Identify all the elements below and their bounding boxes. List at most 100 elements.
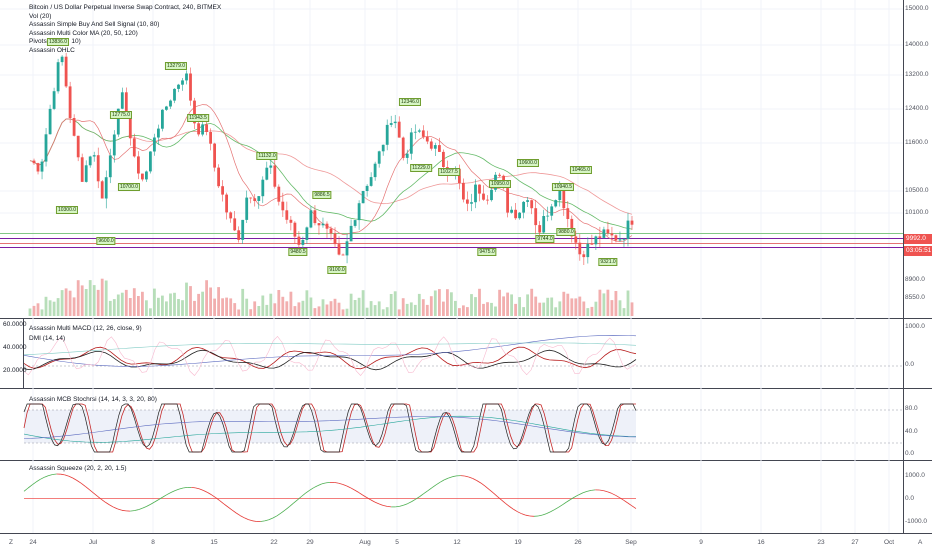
squeeze-segment bbox=[501, 499, 506, 504]
volume-bar bbox=[606, 289, 610, 316]
volume-bar bbox=[389, 294, 393, 316]
candle-body bbox=[241, 219, 245, 240]
indicator-ohlc[interactable]: Assassin OHLC bbox=[29, 46, 75, 54]
volume-bar bbox=[229, 298, 233, 316]
indicator-buy-sell-signal[interactable]: Assassin Simple Buy And Sell Signal (10,… bbox=[29, 21, 160, 29]
squeeze-segment bbox=[109, 504, 114, 508]
squeeze-segment bbox=[68, 475, 74, 479]
squeeze-segment bbox=[623, 499, 629, 504]
squeeze-segment bbox=[574, 494, 580, 498]
squeeze-segment bbox=[476, 480, 482, 484]
macd-pane-label[interactable]: Assassin Multi MACD (12, 26, close, 9) bbox=[29, 325, 142, 332]
candle-body bbox=[353, 220, 357, 226]
volume-bar bbox=[365, 307, 369, 316]
squeeze-segment bbox=[468, 476, 473, 479]
volume-bar bbox=[413, 304, 417, 316]
squeeze-segment bbox=[60, 473, 65, 476]
zoom-button[interactable]: Z bbox=[9, 539, 13, 546]
x-tick: 23 bbox=[817, 539, 825, 546]
squeeze-segment bbox=[244, 517, 249, 520]
volume-bar bbox=[369, 301, 373, 316]
pivot-label: 13836.0 bbox=[46, 38, 70, 46]
x-tick: 5 bbox=[395, 539, 399, 546]
squeeze-segment bbox=[130, 510, 135, 512]
pivot-label: 12775.0 bbox=[109, 111, 133, 119]
squeeze-segment bbox=[505, 502, 510, 507]
candle-body bbox=[40, 161, 44, 172]
volume-bar bbox=[253, 301, 257, 316]
macd-left-tick: 60.0000 bbox=[3, 321, 27, 328]
volume-bar bbox=[438, 289, 441, 316]
candle-body bbox=[534, 208, 538, 226]
candle-body bbox=[538, 225, 542, 233]
squeeze-segment bbox=[509, 506, 514, 510]
candle-body bbox=[566, 208, 570, 219]
candle-body bbox=[297, 236, 301, 245]
squeeze-segment bbox=[407, 501, 412, 505]
auto-scale-button[interactable]: A bbox=[918, 539, 923, 546]
volume-bar bbox=[169, 293, 172, 316]
chart-legend: Bitcoin / US Dollar Perpetual Inverse Sw… bbox=[29, 4, 221, 56]
candle-body bbox=[249, 197, 253, 199]
pivot-label: 9600.0 bbox=[96, 237, 116, 245]
volume-bar bbox=[88, 280, 92, 316]
indicator-multi-color-ma[interactable]: Assassin Multi Color MA (20, 50, 120) bbox=[29, 29, 138, 37]
volume-bar bbox=[313, 308, 317, 316]
squeeze-segment bbox=[582, 491, 588, 494]
x-tick: 12 bbox=[453, 539, 461, 546]
squeeze-segment bbox=[134, 509, 139, 511]
squeeze-segment bbox=[591, 489, 596, 491]
volume-bar bbox=[44, 296, 48, 316]
volume-bar bbox=[305, 290, 309, 316]
volume-bar bbox=[442, 301, 445, 316]
volume-bar bbox=[526, 294, 529, 316]
squeeze-pane-label[interactable]: Assassin Squeeze (20, 2, 20, 1.5) bbox=[29, 465, 127, 472]
indicator-volume[interactable]: Vol (20) bbox=[29, 12, 52, 20]
candle-body bbox=[128, 116, 132, 139]
volume-bar bbox=[132, 288, 136, 316]
volume-bar bbox=[421, 299, 425, 316]
candle-body bbox=[285, 210, 289, 220]
volume-bar bbox=[185, 282, 188, 316]
squeeze-segment bbox=[231, 509, 237, 514]
candle-body bbox=[205, 124, 208, 132]
volume-bar bbox=[213, 298, 216, 316]
candle-body bbox=[281, 201, 285, 211]
candle-body bbox=[313, 210, 317, 224]
squeeze-segment bbox=[550, 509, 555, 513]
volume-bar bbox=[80, 285, 84, 316]
price-tick: 12400.0 bbox=[905, 105, 929, 112]
candle-body bbox=[36, 163, 40, 172]
volume-bar bbox=[570, 298, 574, 316]
current-price-tag: 9992.0 bbox=[904, 234, 932, 244]
stochrsi-pane-label[interactable]: Assassin MCB Stochrsi (14, 14, 3, 3, 20,… bbox=[29, 396, 157, 403]
squeeze-segment bbox=[31, 481, 37, 486]
candle-body bbox=[558, 186, 562, 201]
squeeze-segment bbox=[268, 517, 274, 521]
price-tick: 14000.0 bbox=[905, 41, 929, 48]
pivot-label: 12346.0 bbox=[398, 98, 422, 106]
volume-bar bbox=[401, 298, 405, 316]
squeeze-segment bbox=[235, 512, 241, 516]
volume-bar bbox=[245, 298, 249, 316]
candle-body bbox=[56, 62, 60, 92]
candle-body bbox=[165, 106, 168, 110]
candle-body bbox=[201, 124, 204, 135]
volume-bar bbox=[72, 297, 76, 316]
volume-bar bbox=[425, 304, 429, 316]
symbol-title[interactable]: Bitcoin / US Dollar Perpetual Inverse Sw… bbox=[29, 4, 222, 11]
macd-left-tick: 20.0000 bbox=[3, 367, 27, 374]
volume-bar bbox=[546, 297, 550, 316]
candle-body bbox=[88, 156, 92, 166]
squeeze-segment bbox=[325, 482, 331, 484]
volume-bar bbox=[201, 291, 204, 316]
squeeze-segment bbox=[195, 487, 200, 490]
squeeze-segment bbox=[415, 496, 421, 500]
dmi-pane-label[interactable]: DMI (14, 14) bbox=[29, 335, 66, 342]
candle-body bbox=[197, 123, 200, 135]
volume-bar bbox=[594, 301, 598, 316]
candle-body bbox=[381, 144, 385, 152]
volume-bar bbox=[149, 308, 152, 316]
x-tick: Aug bbox=[359, 539, 371, 546]
